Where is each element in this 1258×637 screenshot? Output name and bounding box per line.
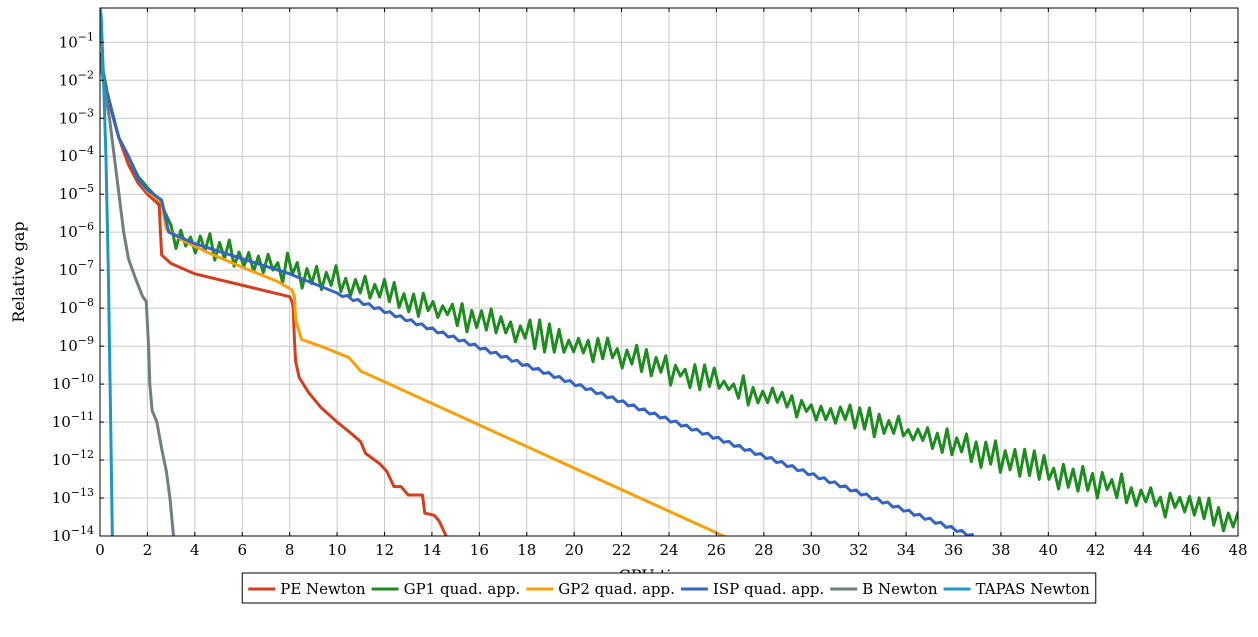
y-tick-exponent: −5 <box>78 182 94 195</box>
series-line-b-newton <box>100 55 175 536</box>
series-line-tapas-newton <box>100 8 114 536</box>
x-tick-label: 28 <box>754 541 773 559</box>
y-tick-exponent: −7 <box>78 258 94 271</box>
y-axis-label: Relative gap <box>9 221 28 322</box>
x-tick-label: 14 <box>422 541 441 559</box>
y-tick-mantissa: 10 <box>52 413 71 431</box>
y-tick-exponent: −2 <box>78 68 94 81</box>
x-tick-label: 44 <box>1134 541 1153 559</box>
y-tick-label: 10−11 <box>52 410 94 431</box>
x-tick-label: 26 <box>707 541 726 559</box>
x-tick-label: 34 <box>897 541 916 559</box>
y-tick-mantissa: 10 <box>52 375 71 393</box>
legend-label: GP1 quad. app. <box>404 580 521 598</box>
y-tick-label: 10−6 <box>59 220 94 241</box>
series-line-pe-newton <box>100 55 448 536</box>
x-tick-label: 36 <box>944 541 963 559</box>
x-tick-label: 2 <box>143 541 153 559</box>
y-tick-label: 10−13 <box>52 486 94 507</box>
x-tick-label: 22 <box>612 541 631 559</box>
legend-label: ISP quad. app. <box>713 580 824 598</box>
y-tick-label: 10−5 <box>59 182 94 203</box>
legend-label: GP2 quad. app. <box>558 580 675 598</box>
legend: PE Newton GP1 quad. app. GP2 quad. app. ISP… <box>241 572 1097 604</box>
x-tick-label: 48 <box>1228 541 1247 559</box>
y-tick-mantissa: 10 <box>52 489 71 507</box>
legend-item: PE Newton <box>248 580 366 598</box>
y-tick-mantissa: 10 <box>59 147 78 165</box>
y-tick-mantissa: 10 <box>59 71 78 89</box>
y-tick-exponent: −10 <box>71 372 94 385</box>
y-tick-label: 10−7 <box>59 258 94 279</box>
x-tick-label: 16 <box>470 541 489 559</box>
y-tick-label: 10−2 <box>59 68 94 89</box>
legend-item: TAPAS Newton <box>943 580 1091 598</box>
y-tick-label: 10−12 <box>52 448 94 469</box>
x-tick-label: 6 <box>237 541 247 559</box>
grid <box>99 8 1239 537</box>
x-tick-label: 40 <box>1039 541 1058 559</box>
series-line-isp-quad-app <box>100 55 974 536</box>
y-tick-label: 10−8 <box>59 296 94 317</box>
y-tick-exponent: −1 <box>78 30 94 43</box>
x-tick-label: 24 <box>659 541 678 559</box>
y-tick-exponent: −11 <box>71 410 94 423</box>
y-tick-mantissa: 10 <box>59 109 78 127</box>
y-tick-exponent: −9 <box>78 334 94 347</box>
y-tick-label: 10−9 <box>59 334 94 355</box>
y-tick-exponent: −4 <box>78 144 94 157</box>
x-tick-labels: 0 2 4 6 8 10 12 14 16 18 20 22 24 26 28 30 32 34 36 38 40 42 4… <box>95 541 1247 559</box>
y-tick-labels: 10−110−210−310−410−510−610−710−810−910−1… <box>52 30 94 545</box>
x-tick-label: 38 <box>991 541 1010 559</box>
x-tick-label: 0 <box>95 541 105 559</box>
y-tick-label: 10−4 <box>59 144 94 165</box>
series-layer <box>100 8 1238 536</box>
y-tick-mantissa: 10 <box>52 527 71 545</box>
x-tick-label: 12 <box>375 541 394 559</box>
y-tick-mantissa: 10 <box>59 223 78 241</box>
y-tick-mantissa: 10 <box>59 337 78 355</box>
y-tick-exponent: −3 <box>78 106 94 119</box>
y-tick-label: 10−3 <box>59 106 94 127</box>
y-tick-exponent: −13 <box>71 486 94 499</box>
legend-label: TAPAS Newton <box>976 580 1091 598</box>
legend-item: B Newton <box>830 580 938 598</box>
y-tick-mantissa: 10 <box>59 299 78 317</box>
y-tick-mantissa: 10 <box>59 33 78 51</box>
legend-label: PE Newton <box>280 580 366 598</box>
y-tick-exponent: −8 <box>78 296 94 309</box>
x-tick-label: 18 <box>517 541 536 559</box>
x-tick-label: 42 <box>1086 541 1105 559</box>
y-tick-label: 10−1 <box>59 30 94 51</box>
y-tick-mantissa: 10 <box>59 261 78 279</box>
y-tick-exponent: −6 <box>78 220 94 233</box>
y-tick-mantissa: 10 <box>59 185 78 203</box>
x-tick-label: 4 <box>190 541 200 559</box>
y-tick-mantissa: 10 <box>52 451 71 469</box>
legend-items: PE Newton GP1 quad. app. GP2 quad. app. ISP… <box>248 580 1090 598</box>
y-tick-label: 10−14 <box>52 524 94 545</box>
x-tick-label: 32 <box>849 541 868 559</box>
legend-label: B Newton <box>862 580 938 598</box>
y-tick-exponent: −12 <box>71 448 94 461</box>
x-tick-label: 46 <box>1181 541 1200 559</box>
legend-item: ISP quad. app. <box>680 580 824 598</box>
legend-item: GP1 quad. app. <box>371 580 521 598</box>
y-tick-exponent: −14 <box>71 524 94 537</box>
y-tick-label: 10−10 <box>52 372 94 393</box>
x-tick-label: 30 <box>802 541 821 559</box>
x-tick-label: 10 <box>328 541 347 559</box>
ticks <box>99 8 1239 537</box>
x-tick-label: 20 <box>565 541 584 559</box>
x-tick-label: 8 <box>285 541 295 559</box>
legend-item: GP2 quad. app. <box>526 580 675 598</box>
